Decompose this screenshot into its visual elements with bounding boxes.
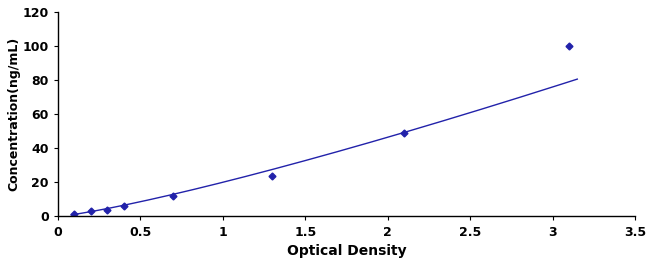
Y-axis label: Concentration(ng/mL): Concentration(ng/mL) [7, 37, 20, 191]
X-axis label: Optical Density: Optical Density [287, 244, 406, 258]
